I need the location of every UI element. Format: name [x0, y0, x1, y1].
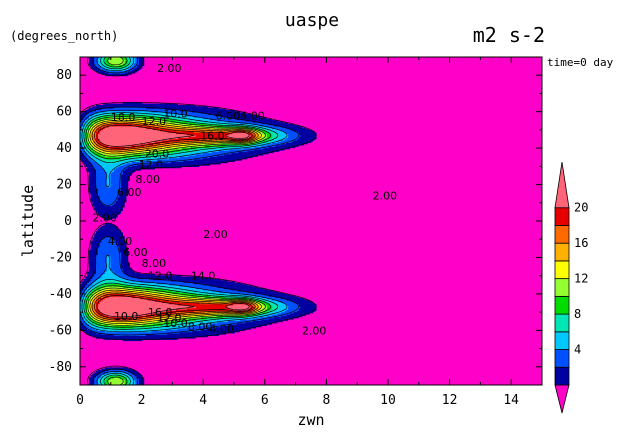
contour-label: 20.0 — [145, 148, 170, 161]
contour-line — [96, 124, 250, 318]
chart-title: uaspe — [285, 10, 339, 31]
contour-label: 14.0 — [191, 270, 216, 283]
y-tick-label: 20 — [56, 178, 72, 193]
contour-label: 16.0 — [148, 306, 173, 319]
y-axis: -80 -60 -40 -20 0 20 40 60 80 — [49, 56, 542, 386]
contour-label: 2.00 — [373, 189, 398, 202]
colorbar: 4 8 12 16 20 — [554, 161, 588, 414]
contour-line — [80, 57, 300, 385]
contour-label: 12.0 — [139, 159, 164, 172]
colorbar-swatch — [554, 366, 570, 386]
contour-label: 2.00 — [92, 211, 117, 224]
contour-lines — [80, 57, 317, 385]
colorbar-swatch — [554, 260, 570, 280]
colorbar-swatch — [554, 242, 570, 262]
contour-label: 16.0 — [200, 129, 225, 142]
contour-line — [80, 57, 317, 385]
x-tick-label: 4 — [199, 393, 207, 408]
contour-label: 6.00 — [117, 186, 142, 199]
x-tick-label: 12 — [442, 393, 458, 408]
contour-line — [80, 57, 288, 385]
contour-line — [94, 123, 253, 319]
contour-line — [89, 119, 259, 323]
x-tick-label: 2 — [138, 393, 146, 408]
y-tick-label: 60 — [56, 105, 72, 120]
x-tick-label: 10 — [380, 393, 396, 408]
x-tick-label: 14 — [503, 393, 519, 408]
colorbar-tick-label: 20 — [574, 201, 588, 215]
y-tick-label: -80 — [49, 360, 72, 375]
colorbar-swatch — [554, 278, 570, 297]
contour-label: 4.00 — [108, 235, 133, 248]
contour-label: 18.0 — [111, 111, 136, 124]
contour-label: 12.0 — [157, 312, 182, 325]
contour-label: 6.00 — [216, 109, 241, 122]
contour-label: 10.0 — [163, 107, 188, 120]
colorbar-swatch — [554, 313, 570, 333]
y-tick-label: 0 — [64, 214, 72, 229]
contour-label: 10.0 — [163, 317, 188, 330]
y-tick-label: -20 — [49, 250, 72, 265]
contour-label: 8.00 — [136, 173, 161, 186]
contour-label: 2.00 — [203, 228, 228, 241]
contour-line — [81, 57, 279, 385]
contour-line — [83, 57, 272, 385]
colorbar-tick-label: 8 — [574, 307, 581, 321]
units-label: m2 s-2 — [473, 23, 545, 47]
contour-label: 10.0 — [114, 310, 139, 323]
contour-label: 2.00 — [302, 324, 327, 337]
y-units-label: (degrees_north) — [10, 29, 118, 43]
contour-label: 2.00 — [157, 62, 182, 75]
y-tick-label: 80 — [56, 68, 72, 83]
y-axis-label: latitude — [19, 185, 37, 257]
colorbar-tick-label: 4 — [574, 343, 581, 357]
colorbar-triangle-high — [554, 161, 570, 209]
x-tick-label: 8 — [322, 393, 330, 408]
contour-label: 8.00 — [142, 257, 167, 270]
x-tick-label: 0 — [76, 393, 84, 408]
colorbar-swatch — [554, 295, 570, 315]
colorbar-triangle-low — [554, 384, 570, 414]
x-axis-label: zwn — [297, 411, 324, 429]
contour-line — [85, 57, 266, 385]
y-tick-label: 40 — [56, 141, 72, 156]
contour-label: 8.00 — [188, 321, 213, 334]
contour-label: 4.00 — [240, 109, 265, 122]
contour-line — [87, 118, 262, 324]
plot-area: 2.002.002.002.002.004.004.004.006.006.00… — [80, 57, 542, 385]
colorbar-tick-label: 16 — [574, 236, 588, 250]
y-tick-label: -60 — [49, 323, 72, 338]
contour-fill-band — [97, 126, 251, 318]
contour-label: 6.00 — [123, 246, 148, 259]
time-label: time=0 day — [547, 56, 614, 69]
contour-label: 12.0 — [142, 115, 167, 128]
colorbar-tick-label: 12 — [574, 272, 588, 286]
colorbar-swatch — [554, 207, 570, 226]
y-tick-label: -40 — [49, 287, 72, 302]
contour-label: 12.0 — [148, 270, 173, 283]
contour-label: 4.00 — [209, 323, 234, 336]
colorbar-swatch — [554, 349, 570, 368]
colorbar-swatch — [554, 331, 570, 350]
contour-labels: 2.002.002.002.002.004.004.004.006.006.00… — [92, 62, 397, 337]
x-axis: 0 2 4 6 8 10 12 14 — [76, 57, 543, 408]
contour-line — [91, 121, 256, 321]
x-tick-label: 6 — [261, 393, 269, 408]
colorbar-swatch — [554, 225, 570, 244]
